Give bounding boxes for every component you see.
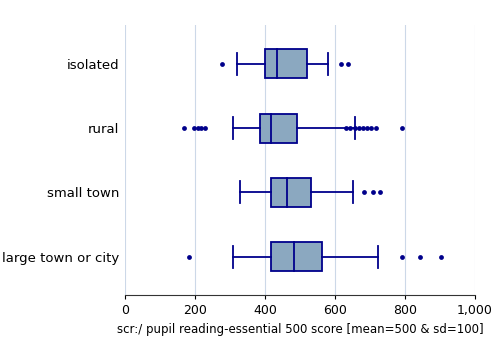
Bar (272, 178, 311, 207)
Point (372, 125, 380, 131)
Point (190, 125, 198, 131)
Point (416, 254, 424, 260)
Point (398, 125, 406, 131)
Point (218, 61, 226, 67)
Point (342, 125, 350, 131)
Point (355, 125, 363, 131)
Point (369, 189, 377, 195)
Point (201, 125, 209, 131)
Point (368, 125, 376, 131)
Bar (265, 49, 307, 78)
Point (344, 61, 352, 67)
Point (194, 125, 202, 131)
Point (184, 254, 192, 260)
Point (376, 189, 384, 195)
Point (350, 125, 358, 131)
Point (198, 125, 205, 131)
Bar (260, 114, 296, 143)
Point (436, 254, 444, 260)
Point (359, 125, 367, 131)
Bar (272, 242, 322, 271)
Point (346, 125, 354, 131)
Point (180, 125, 188, 131)
Point (338, 61, 345, 67)
X-axis label: scr:/ pupil reading-essential 500 score [mean=500 & sd=100]: scr:/ pupil reading-essential 500 score … (116, 323, 484, 336)
Point (363, 125, 371, 131)
Point (398, 254, 406, 260)
Point (360, 189, 368, 195)
